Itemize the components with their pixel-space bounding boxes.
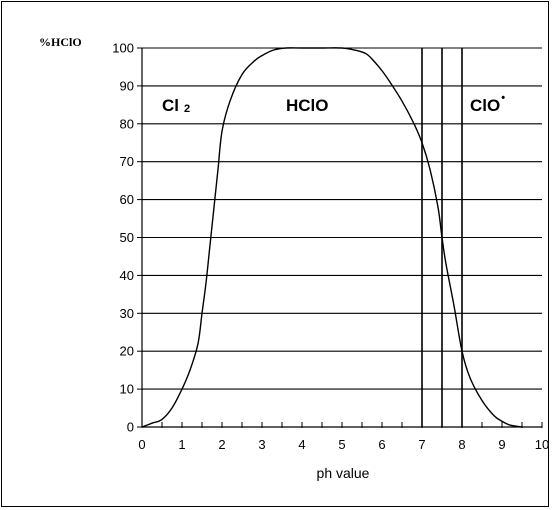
series xyxy=(141,47,523,428)
region-label-text: Cl xyxy=(162,96,179,115)
y-tick-label: 0 xyxy=(127,420,134,435)
x-tick-label: 1 xyxy=(178,437,185,452)
y-tick-label: 70 xyxy=(120,154,134,169)
annotations: Cl 2 HClO ClO• xyxy=(162,92,505,115)
series-line-0 xyxy=(141,47,523,428)
region-label-subscript: 2 xyxy=(184,103,190,115)
region-label-1: HClO xyxy=(286,96,329,115)
y-tick-label: 60 xyxy=(120,192,134,207)
y-axis-label: %HClO xyxy=(39,35,82,49)
y-tick-label: 50 xyxy=(120,230,134,245)
y-tick-label: 100 xyxy=(112,41,134,56)
x-tick-label: 5 xyxy=(338,437,345,452)
y-tick-label: 20 xyxy=(120,344,134,359)
y-tick-label: 10 xyxy=(120,382,134,397)
y-tick-label: 30 xyxy=(120,306,134,321)
x-tick-label: 4 xyxy=(298,437,305,452)
x-tick-label: 7 xyxy=(418,437,425,452)
x-tick-label: 9 xyxy=(498,437,505,452)
region-label-text: ClO xyxy=(470,96,500,115)
x-tick-label: 2 xyxy=(218,437,225,452)
y-ticks: 0 10 20 30 40 50 60 70 80 90 100 xyxy=(112,41,143,435)
hclo-ph-chart: 0 1 2 3 4 5 6 7 8 9 10 0 10 20 30 40 50 60 70 80 90 100 Cl 2 H… xyxy=(39,35,548,481)
region-label-0: Cl 2 xyxy=(162,96,190,115)
region-label-superscript: • xyxy=(501,92,505,104)
x-tick-label: 3 xyxy=(258,437,265,452)
x-tick-label: 10 xyxy=(535,437,548,452)
region-label-text: HClO xyxy=(286,96,329,115)
x-tick-label: 8 xyxy=(458,437,465,452)
x-tick-label: 0 xyxy=(138,437,145,452)
y-tick-label: 40 xyxy=(120,268,134,283)
x-tick-label: 6 xyxy=(378,437,385,452)
y-tick-label: 90 xyxy=(120,78,134,93)
x-axis-label: ph value xyxy=(317,465,370,481)
region-label-2: ClO• xyxy=(470,92,505,115)
y-tick-label: 80 xyxy=(120,116,134,131)
